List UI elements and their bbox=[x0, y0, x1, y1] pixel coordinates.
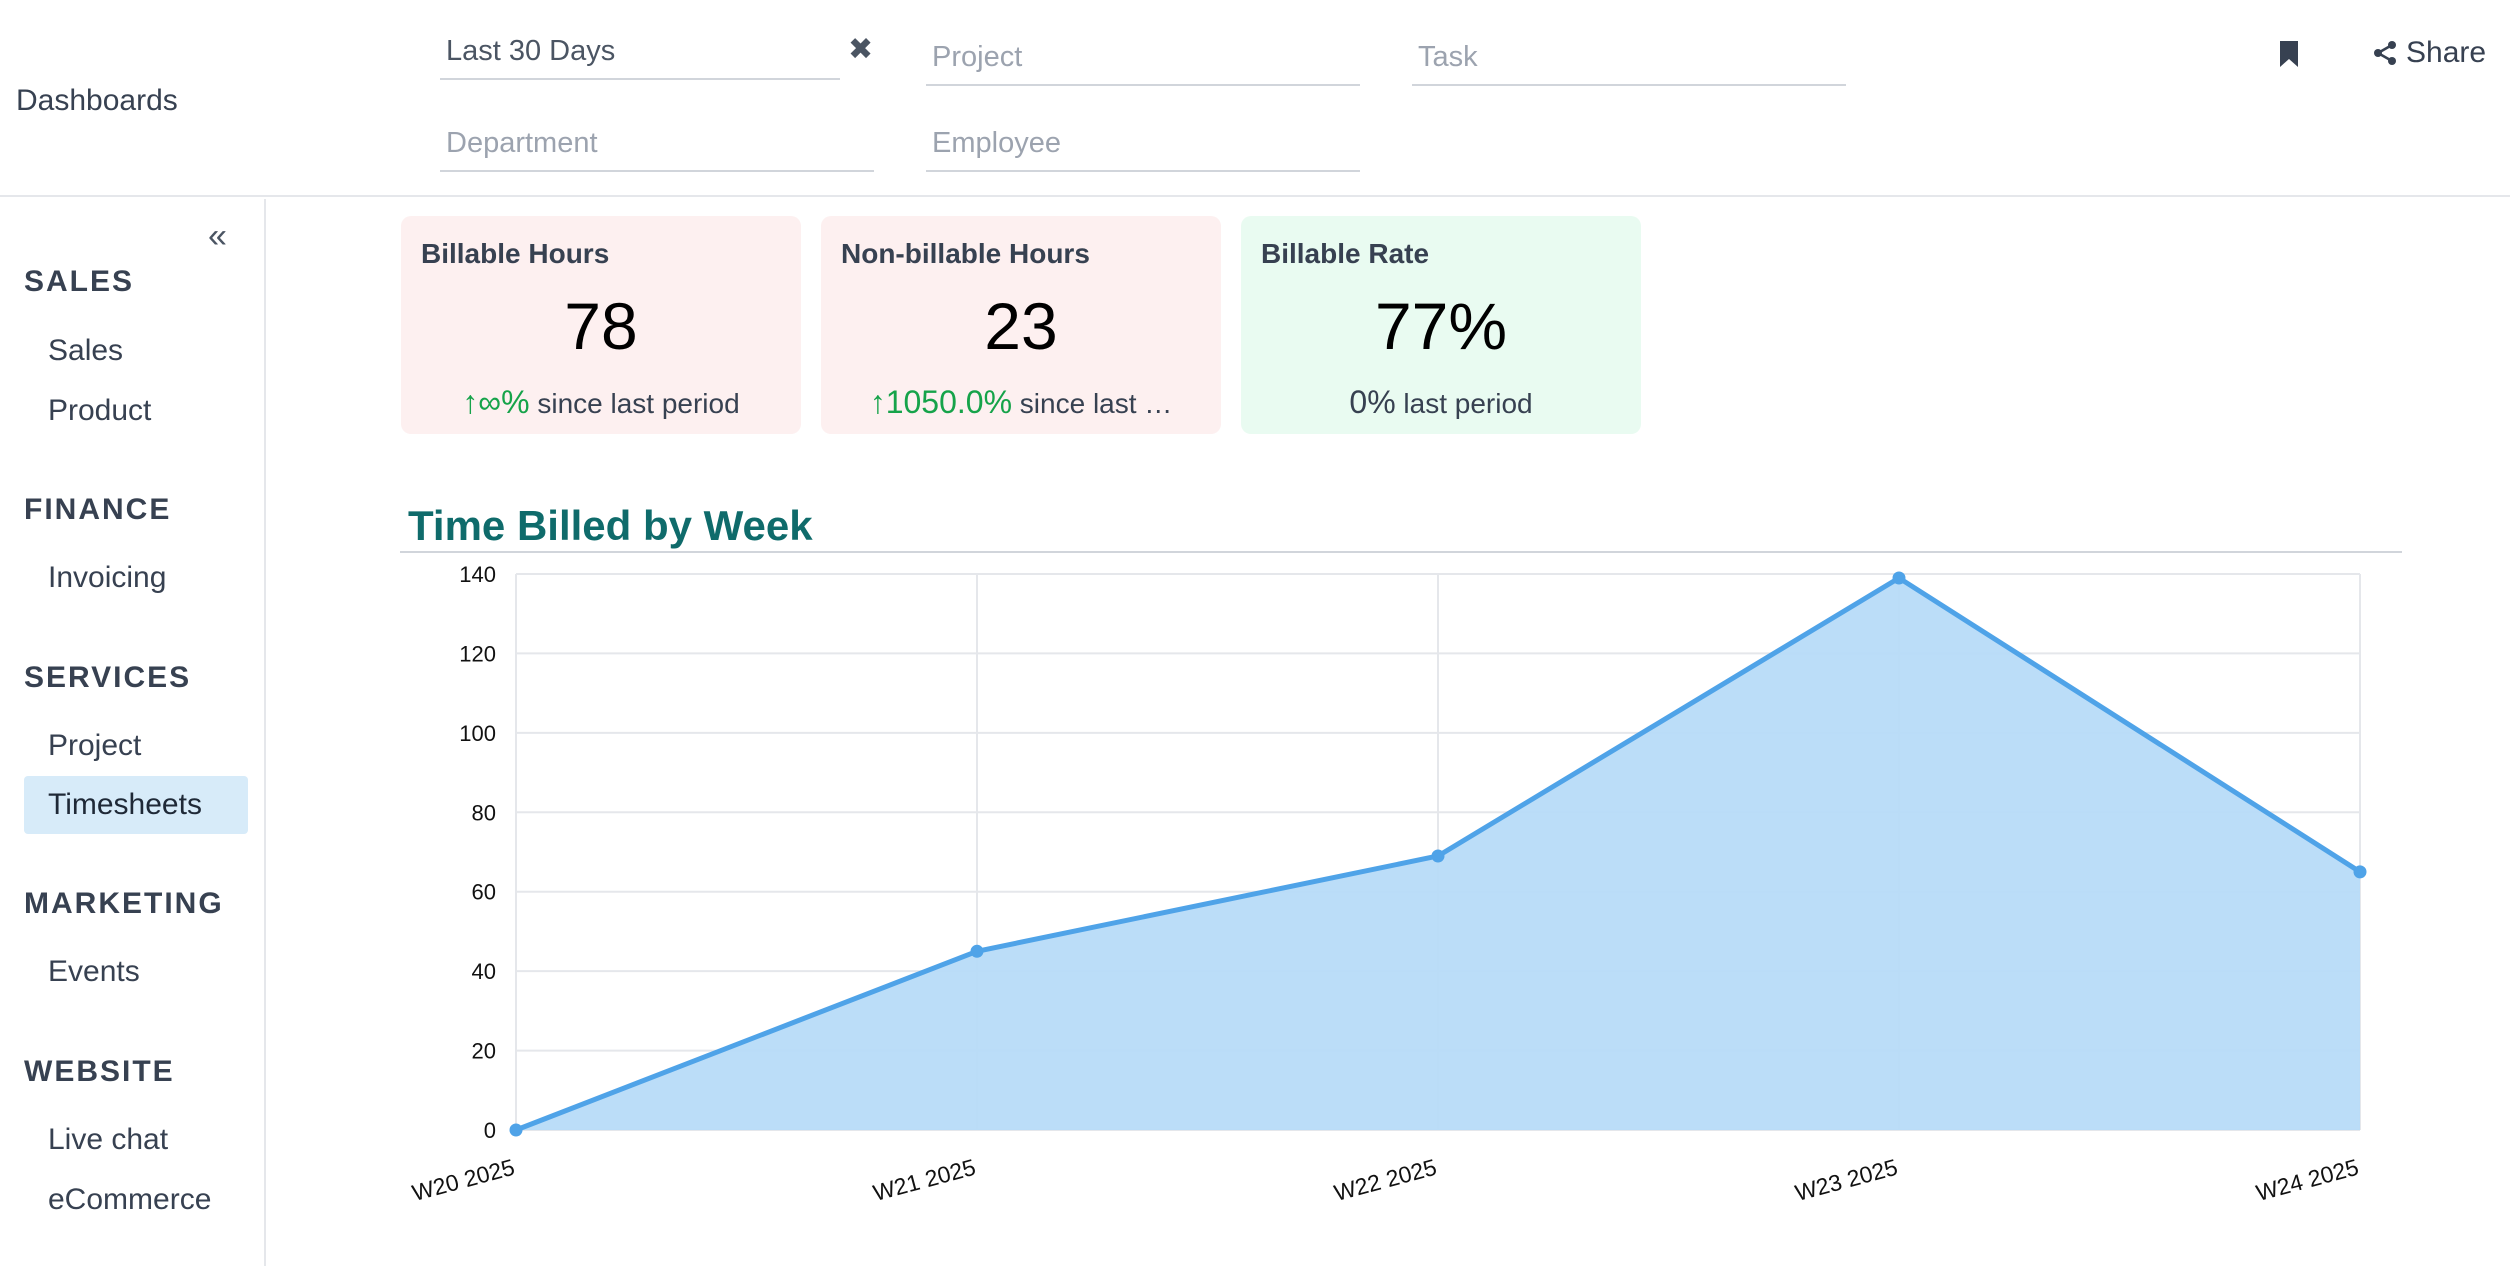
x-tick-label: W24 2025 bbox=[2253, 1154, 2361, 1206]
clear-date-filter-icon[interactable]: ✖ bbox=[848, 33, 874, 66]
data-point bbox=[2353, 865, 2367, 879]
sidebar: « SALES Sales Product FINANCE Invoicing … bbox=[0, 199, 266, 1266]
arrow-up-icon: ↑ bbox=[462, 384, 479, 420]
y-tick-label: 20 bbox=[472, 1039, 496, 1064]
y-tick-label: 80 bbox=[472, 800, 496, 825]
section-sales: SALES bbox=[24, 265, 135, 298]
sidebar-item-events[interactable]: Events bbox=[48, 955, 140, 988]
sidebar-item-live-chat[interactable]: Live chat bbox=[48, 1123, 169, 1156]
date-filter-value: Last 30 Days bbox=[446, 35, 616, 67]
data-point bbox=[509, 1123, 523, 1137]
department-filter[interactable]: Department bbox=[440, 120, 874, 172]
kpi-trend: 1050.0% bbox=[885, 384, 1013, 420]
y-tick-label: 100 bbox=[459, 721, 496, 746]
arrow-up-icon: ↑ bbox=[869, 384, 886, 420]
sidebar-item-sales[interactable]: Sales bbox=[48, 334, 124, 367]
kpi-title: Non-billable Hours bbox=[841, 238, 1090, 269]
kpi-footer: 0% last period bbox=[1241, 384, 1641, 421]
data-point bbox=[970, 944, 984, 958]
sidebar-item-ecommerce[interactable]: eCommerce bbox=[48, 1183, 212, 1216]
kpi-title: Billable Rate bbox=[1261, 238, 1430, 269]
project-filter[interactable]: Project bbox=[926, 34, 1360, 86]
kpi-value: 77% bbox=[1374, 289, 1508, 363]
section-finance: FINANCE bbox=[24, 493, 172, 526]
kpi-value: 23 bbox=[984, 289, 1058, 363]
time-billed-chart: 0 20 40 60 80 100 120 140 W20 2025 W21 2025 W22 20… bbox=[409, 562, 2367, 1206]
top-bar: Dashboards Last 30 Days ✖ Project Task D… bbox=[0, 0, 2510, 197]
kpi-card-non-billable-hours: Non-billable Hours 23 ↑1050.0% since las… bbox=[821, 216, 1221, 434]
kpi-value: 78 bbox=[564, 289, 638, 363]
collapse-sidebar-icon[interactable]: « bbox=[208, 217, 227, 255]
x-tick-label: W20 2025 bbox=[409, 1154, 517, 1206]
kpi-footer-text: since last period bbox=[537, 388, 740, 419]
kpi-card-billable-rate: Billable Rate 77% 0% last period bbox=[1241, 216, 1641, 434]
share-button[interactable]: Share bbox=[2372, 36, 2486, 70]
task-filter[interactable]: Task bbox=[1412, 34, 1846, 86]
chart-title-divider bbox=[400, 551, 2402, 553]
x-tick-label: W21 2025 bbox=[870, 1154, 978, 1206]
employee-filter[interactable]: Employee bbox=[926, 120, 1360, 172]
kpi-footer: ↑∞% since last period bbox=[401, 384, 801, 421]
section-marketing: MARKETING bbox=[24, 887, 224, 920]
sidebar-item-timesheets[interactable]: Timesheets bbox=[24, 776, 248, 834]
kpi-footer-text: last period bbox=[1403, 388, 1533, 419]
section-services: SERVICES bbox=[24, 661, 192, 694]
y-tick-label: 0 bbox=[484, 1118, 496, 1143]
kpi-title: Billable Hours bbox=[421, 238, 610, 269]
bookmark-icon[interactable] bbox=[2278, 40, 2300, 68]
share-label: Share bbox=[2406, 36, 2487, 69]
kpi-card-billable-hours: Billable Hours 78 ↑∞% since last period bbox=[401, 216, 801, 434]
x-tick-label: W22 2025 bbox=[1331, 1154, 1439, 1206]
date-filter[interactable]: Last 30 Days bbox=[440, 28, 840, 80]
y-tick-label: 140 bbox=[459, 562, 496, 587]
series-area bbox=[516, 577, 2360, 1130]
sidebar-item-product[interactable]: Product bbox=[48, 394, 152, 427]
x-tick-label: W23 2025 bbox=[1792, 1154, 1900, 1206]
kpi-trend: 0% bbox=[1349, 384, 1396, 420]
y-tick-label: 120 bbox=[459, 641, 496, 666]
sidebar-item-project[interactable]: Project bbox=[48, 729, 142, 762]
data-point bbox=[1431, 849, 1445, 863]
kpi-footer-text: since last … bbox=[1019, 388, 1173, 419]
sidebar-item-invoicing[interactable]: Invoicing bbox=[48, 561, 167, 594]
app-title: Dashboards bbox=[16, 84, 178, 117]
kpi-footer: ↑1050.0% since last … bbox=[821, 384, 1221, 421]
section-website: WEBSITE bbox=[24, 1055, 175, 1088]
y-tick-label: 60 bbox=[472, 880, 496, 905]
data-point bbox=[1892, 571, 1906, 585]
chart-title: Time Billed by Week bbox=[408, 502, 813, 549]
y-tick-label: 40 bbox=[472, 959, 496, 984]
kpi-trend: ∞% bbox=[478, 384, 530, 420]
share-icon bbox=[2374, 41, 2396, 65]
